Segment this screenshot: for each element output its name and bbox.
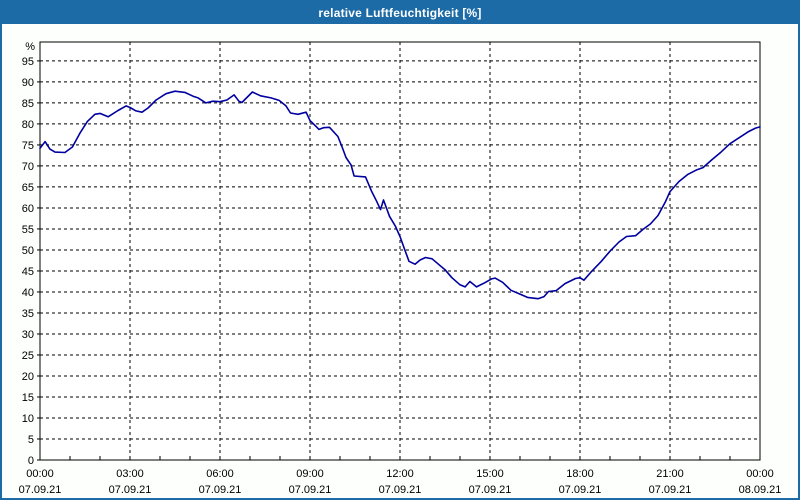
x-axis-date-label: 07.09.21 xyxy=(559,484,602,496)
axis-ticks xyxy=(37,60,731,461)
x-axis-time-label: 21:00 xyxy=(656,468,684,480)
y-axis-label: 95 xyxy=(22,56,34,68)
x-axis-time-label: 03:00 xyxy=(116,468,144,480)
y-axis-label: 40 xyxy=(22,287,34,299)
y-axis-label: 30 xyxy=(22,329,34,341)
x-axis-date-label: 07.09.21 xyxy=(469,484,512,496)
y-axis-label: 45 xyxy=(22,266,34,278)
y-axis-label: 70 xyxy=(22,161,34,173)
y-axis-label: 75 xyxy=(22,140,34,152)
x-axis-date-label: 07.09.21 xyxy=(19,484,62,496)
y-axis-label: 80 xyxy=(22,119,34,131)
x-axis-time-label: 09:00 xyxy=(296,468,324,480)
y-axis-label: 85 xyxy=(22,98,34,110)
x-axis-time-label: 12:00 xyxy=(386,468,414,480)
humidity-line xyxy=(39,90,761,300)
humidity-line-path xyxy=(39,90,761,300)
x-axis-date-label: 07.09.21 xyxy=(379,484,422,496)
x-axis-date-label: 07.09.21 xyxy=(289,484,332,496)
y-axis-label: 55 xyxy=(22,224,34,236)
chart-host: 0 5 10 15 20 25 30 35 40 45 50 55 60 65 70 75 80 85 90 95% … xyxy=(2,24,798,498)
x-axis-labels: 00:00 07.09.21 03:00 07.09.21 06:00 07.09.21 0… xyxy=(19,468,782,496)
x-axis-time-label: 18:00 xyxy=(566,468,594,480)
x-axis-date-label: 07.09.21 xyxy=(109,484,152,496)
y-axis-label: 50 xyxy=(22,245,34,257)
y-axis-label: 15 xyxy=(22,392,34,404)
window-title-bar: relative Luftfeuchtigkeit [%] xyxy=(2,2,798,24)
x-gridlines xyxy=(129,42,671,460)
y-axis-label: 20 xyxy=(22,371,34,383)
x-axis-date-label: 07.09.21 xyxy=(199,484,242,496)
y-axis-label: 25 xyxy=(22,350,34,362)
y-axis-unit-label: % xyxy=(25,41,35,53)
y-axis-label: 10 xyxy=(22,413,34,425)
x-axis-time-label: 00:00 xyxy=(746,468,774,480)
x-axis-date-label: 08.09.21 xyxy=(739,484,782,496)
x-axis-time-label: 15:00 xyxy=(476,468,504,480)
y-axis-labels: 0 5 10 15 20 25 30 35 40 45 50 55 60 65 70 75 80 85 90 95% xyxy=(22,41,35,467)
y-axis-label: 90 xyxy=(22,77,34,89)
y-axis-label: 60 xyxy=(22,203,34,215)
window-title: relative Luftfeuchtigkeit [%] xyxy=(318,6,482,20)
x-axis-time-label: 00:00 xyxy=(26,468,54,480)
y-axis-label: 5 xyxy=(28,434,34,446)
x-axis-date-label: 07.09.21 xyxy=(649,484,692,496)
x-axis-time-label: 06:00 xyxy=(206,468,234,480)
y-axis-label: 65 xyxy=(22,182,34,194)
y-axis-label: 35 xyxy=(22,308,34,320)
y-axis-label: 0 xyxy=(28,455,34,467)
humidity-chart: 05101520253035404550556065707580859095% … xyxy=(19,41,782,496)
